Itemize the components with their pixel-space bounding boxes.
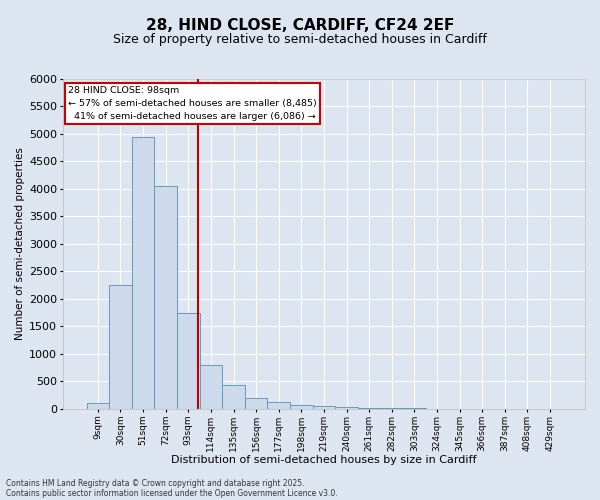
Bar (290, 404, 313, 409)
Bar (245, 398, 268, 409)
Text: 28 HIND CLOSE: 98sqm
← 57% of semi-detached houses are smaller (8,485)
  41% of : 28 HIND CLOSE: 98sqm ← 57% of semi-detac… (68, 86, 317, 121)
Bar (200, 365, 222, 409)
X-axis label: Distribution of semi-detached houses by size in Cardiff: Distribution of semi-detached houses by … (171, 455, 476, 465)
Bar (358, 408, 380, 409)
Bar (132, 136, 154, 409)
Text: Contains HM Land Registry data © Crown copyright and database right 2025.: Contains HM Land Registry data © Crown c… (6, 478, 305, 488)
Text: Size of property relative to semi-detached houses in Cardiff: Size of property relative to semi-detach… (113, 32, 487, 46)
Bar (268, 402, 290, 409)
Bar (177, 312, 200, 409)
Y-axis label: Number of semi-detached properties: Number of semi-detached properties (15, 148, 25, 340)
Bar (154, 186, 177, 409)
Text: 28, HIND CLOSE, CARDIFF, CF24 2EF: 28, HIND CLOSE, CARDIFF, CF24 2EF (146, 18, 454, 32)
Bar (313, 406, 335, 409)
Bar (222, 386, 245, 409)
Bar (335, 408, 358, 409)
Bar (109, 285, 132, 409)
Bar (86, 404, 109, 409)
Text: Contains public sector information licensed under the Open Government Licence v3: Contains public sector information licen… (6, 488, 338, 498)
Bar (380, 408, 403, 409)
